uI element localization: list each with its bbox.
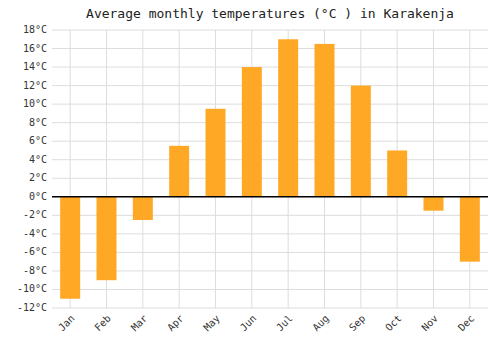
y-tick-label: 2°C	[29, 172, 47, 183]
y-grid-line	[52, 308, 488, 309]
bar	[351, 86, 371, 197]
x-tick-label: Jun	[238, 313, 259, 334]
x-tick-label: Aug	[310, 313, 331, 334]
chart-container: -12°C -10°C -8°C -6°C -4°C -2°C 0°C 2°C 4°C 6°C 8°…	[0, 0, 500, 350]
x-tick-label: May	[201, 313, 222, 334]
x-tick-label: Oct	[383, 313, 404, 334]
y-grid-line	[52, 252, 488, 253]
bar	[278, 39, 298, 197]
y-grid-line	[52, 178, 488, 179]
y-tick-label: 12°C	[23, 80, 47, 91]
zero-line	[52, 196, 488, 198]
bars	[60, 39, 480, 298]
chart: -12°C -10°C -8°C -6°C -4°C -2°C 0°C 2°C 4°C 6°C 8°…	[0, 0, 500, 350]
x-tick-label: Jul	[274, 313, 295, 334]
y-grid-line	[52, 196, 488, 197]
y-tick-label: -12°C	[17, 302, 47, 313]
x-tick-label: Nov	[419, 313, 440, 334]
y-tick-label: 0°C	[29, 191, 47, 202]
y-tick-label: 16°C	[23, 43, 47, 54]
grid	[52, 30, 488, 308]
y-grid-line	[52, 104, 488, 105]
y-tick-label: 4°C	[29, 154, 47, 165]
y-grid-line	[52, 48, 488, 49]
y-tick-label: 10°C	[23, 98, 47, 109]
y-tick-label: 14°C	[23, 61, 47, 72]
y-grid-line	[52, 215, 488, 216]
y-tick-label: 18°C	[23, 24, 47, 35]
bar	[60, 197, 80, 299]
y-tick-label: -8°C	[23, 265, 47, 276]
x-tick-label: Mar	[129, 313, 150, 334]
y-grid-line	[52, 233, 488, 234]
y-tick-label: -4°C	[23, 228, 47, 239]
y-grid-line	[52, 67, 488, 68]
y-grid-line	[52, 270, 488, 271]
bar	[169, 146, 189, 197]
y-grid-line	[52, 159, 488, 160]
bar	[387, 150, 407, 196]
bar	[460, 197, 480, 262]
x-tick-label: Feb	[92, 313, 113, 334]
x-tick-label: Sep	[347, 313, 368, 334]
y-tick-label: 8°C	[29, 117, 47, 128]
y-grid-line	[52, 141, 488, 142]
bar	[315, 44, 335, 197]
y-axis: -12°C -10°C -8°C -6°C -4°C -2°C 0°C 2°C 4°C 6°C 8°…	[17, 24, 47, 313]
y-tick-label: 6°C	[29, 135, 47, 146]
title: Average monthly temperatures (°C ) in Ka…	[86, 6, 454, 21]
y-grid-line	[52, 289, 488, 290]
x-grid-line	[433, 30, 434, 308]
x-tick-label: Dec	[456, 313, 477, 334]
bar	[242, 67, 262, 197]
y-grid-line	[52, 122, 488, 123]
bar	[133, 197, 153, 220]
x-axis: Jan Feb Mar Apr May Jun Jul Aug Sep Oct Nov Dec	[56, 313, 476, 334]
bar	[424, 197, 444, 211]
x-tick-label: Apr	[165, 313, 186, 334]
y-tick-label: -6°C	[23, 246, 47, 257]
y-grid-line	[52, 30, 488, 31]
x-grid-line	[469, 30, 470, 308]
x-grid-line	[142, 30, 143, 308]
y-grid-line	[52, 85, 488, 86]
y-tick-label: -10°C	[17, 283, 47, 294]
x-tick-label: Jan	[56, 313, 77, 334]
bar	[97, 197, 117, 280]
bar	[206, 109, 226, 197]
y-tick-label: -2°C	[23, 209, 47, 220]
